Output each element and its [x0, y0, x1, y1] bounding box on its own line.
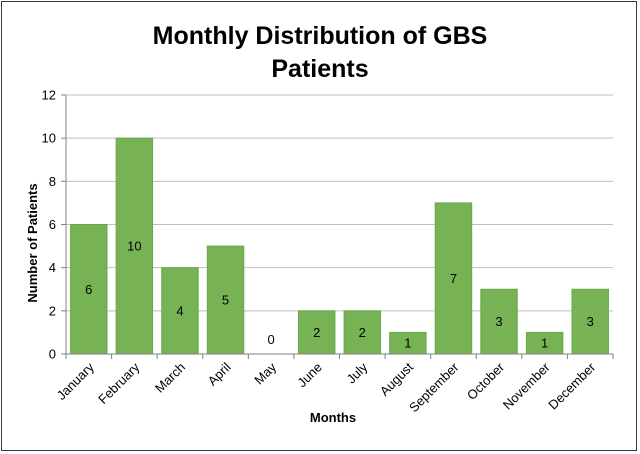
y-tick-label: 0 [49, 347, 56, 362]
y-tick-label: 12 [42, 88, 56, 103]
data-label: 2 [313, 325, 320, 340]
x-tick-label: September [406, 359, 462, 415]
x-tick-label: March [152, 360, 188, 396]
bar [480, 288, 518, 355]
y-tick-label: 6 [49, 217, 56, 232]
chart-title-line-2: Patients [271, 55, 368, 83]
data-label: 1 [541, 336, 548, 351]
x-tick-label: October [464, 359, 508, 403]
x-tick-label: January [54, 359, 98, 403]
bars [70, 137, 609, 355]
data-label: 2 [359, 325, 366, 340]
y-axis-label: Number of Patients [25, 183, 40, 302]
x-axis-label: Months [310, 410, 356, 425]
x-tick-label: May [251, 359, 279, 387]
x-tick-label: November [500, 359, 553, 412]
data-label: 3 [587, 314, 594, 329]
gridlines [66, 94, 613, 312]
data-labels: 6 10 4 5 0 2 2 1 7 3 1 3 [85, 239, 594, 351]
bar [115, 137, 154, 355]
bar [343, 310, 382, 355]
data-label: 4 [176, 303, 183, 318]
data-label: 6 [85, 282, 92, 297]
data-label: 0 [268, 332, 275, 347]
x-tick-label: December [545, 359, 598, 412]
x-tick-label: April [205, 359, 234, 388]
chart-title-line-1: Monthly Distribution of GBS [153, 22, 488, 50]
y-tick-label: 8 [49, 174, 56, 189]
y-tick-label: 10 [42, 131, 56, 146]
data-label: 3 [495, 314, 502, 329]
bar [206, 245, 245, 355]
x-tick-label: July [343, 359, 370, 386]
bar [571, 288, 609, 355]
data-label: 1 [404, 336, 411, 351]
y-tick-label: 4 [49, 260, 56, 275]
y-tick-label: 2 [49, 303, 56, 318]
x-tick-label: August [377, 359, 416, 398]
x-tick-label: February [95, 359, 143, 407]
data-label: 5 [222, 293, 229, 308]
data-label: 10 [127, 239, 141, 254]
y-axis-ticks: 0 2 4 6 8 10 12 [42, 88, 66, 362]
data-label: 7 [450, 271, 457, 286]
x-tick-label: June [294, 360, 325, 391]
